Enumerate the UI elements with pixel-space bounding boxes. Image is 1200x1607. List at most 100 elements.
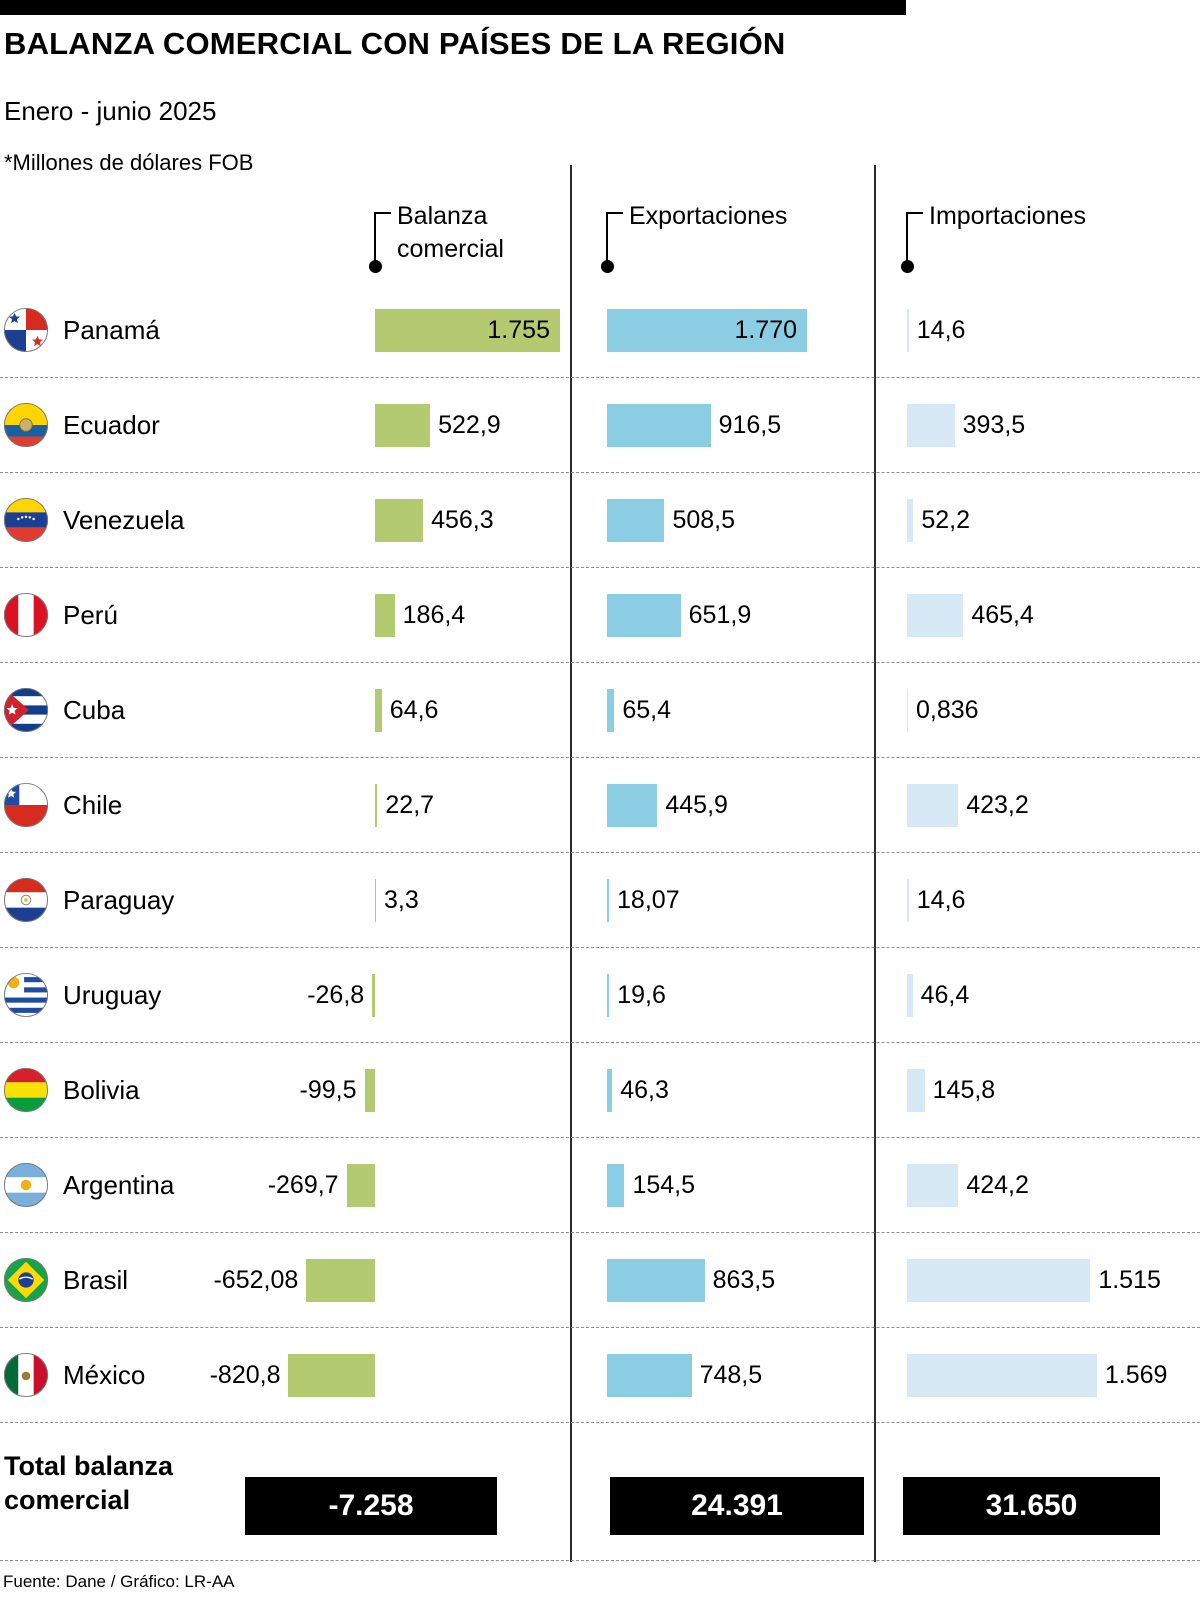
bar-exportaciones	[607, 974, 610, 1017]
value-label-exportaciones: 445,9	[665, 790, 728, 819]
country-row-venezuela: Venezuela 456,3 508,5 52,2	[0, 473, 1200, 568]
bar-exportaciones	[607, 499, 665, 542]
header-leader-line	[374, 212, 376, 262]
country-label: México	[63, 1359, 146, 1390]
totals-label: Total balanza comercial	[4, 1451, 174, 1515]
value-label-balanza-comercial: 22,7	[385, 790, 435, 819]
bar-exportaciones	[607, 404, 711, 447]
flag-mexico	[3, 1352, 49, 1398]
value-label-importaciones: 423,2	[966, 790, 1029, 819]
country-row-cuba: Cuba 64,6 65,4 0,836	[0, 663, 1200, 758]
column-header-label: Exportaciones	[629, 202, 788, 230]
country-label: Uruguay	[63, 979, 162, 1010]
value-label-exportaciones: 1.770	[734, 316, 797, 344]
bar-balanza-comercial	[364, 1069, 375, 1112]
country-label: Perú	[63, 599, 118, 630]
value-label-importaciones: 0,836	[916, 695, 979, 724]
period-subtitle: Enero - junio 2025	[4, 96, 217, 126]
unit-note: *Millones de dólares FOB	[4, 150, 254, 175]
country-label: Cuba	[63, 694, 126, 725]
country-row-brasil: Brasil -652,08 863,5 1.515	[0, 1233, 1200, 1328]
bar-importaciones	[907, 784, 959, 827]
value-label-importaciones: 393,5	[962, 410, 1026, 439]
value-label-importaciones: 465,4	[971, 600, 1034, 629]
bar-importaciones	[907, 1069, 925, 1112]
chart-rows: Panamá 1.755 1.770 14,6 Ecuador 522,9 916,5 393…	[0, 283, 1200, 1423]
bar-importaciones	[907, 1259, 1091, 1302]
bar-importaciones	[907, 309, 909, 352]
value-label-exportaciones: 18,07	[617, 885, 680, 914]
country-row-panama: Panamá 1.755 1.770 14,6	[0, 283, 1200, 378]
value-label-importaciones: 1.569	[1104, 1360, 1168, 1389]
bar-importaciones	[907, 594, 964, 637]
bar-importaciones	[907, 1164, 959, 1207]
flag-bolivia	[3, 1067, 49, 1113]
value-label-balanza-comercial: -820,8	[209, 1360, 281, 1389]
country-row-ecuador: Ecuador 522,9 916,5 393,5	[0, 378, 1200, 473]
flag-bolivia-icon	[3, 1067, 49, 1113]
value-label-exportaciones: 863,5	[712, 1265, 776, 1294]
country-label: Brasil	[63, 1264, 129, 1295]
value-label-exportaciones: 651,9	[688, 600, 752, 629]
flag-uruguay-icon	[3, 972, 49, 1018]
header-dot-icon	[901, 260, 914, 273]
bar-importaciones	[907, 689, 908, 732]
bar-balanza-comercial	[306, 1259, 375, 1302]
flag-uruguay	[3, 972, 49, 1018]
header-leader-line	[906, 212, 908, 262]
value-label-importaciones: 14,6	[916, 885, 966, 914]
flag-cuba	[3, 687, 49, 733]
value-label-balanza-comercial: -99,5	[299, 1075, 357, 1104]
bar-importaciones	[907, 1354, 1097, 1397]
column-header-label: Importaciones	[929, 202, 1087, 230]
value-label-exportaciones: 65,4	[622, 695, 672, 724]
bottom-divider	[0, 1560, 1200, 1561]
bar-balanza-comercial	[375, 689, 382, 732]
country-label: Panamá	[63, 314, 160, 345]
country-row-argentina: Argentina -269,7 154,5 424,2	[0, 1138, 1200, 1233]
total-exportaciones-box: 24.391	[610, 1477, 864, 1535]
bar-balanza-comercial	[375, 499, 424, 542]
value-label-balanza-comercial: -652,08	[213, 1265, 299, 1294]
bar-balanza-comercial	[288, 1354, 375, 1397]
bar-exportaciones	[607, 689, 615, 732]
flag-chile	[3, 782, 49, 828]
flag-brasil	[3, 1257, 49, 1303]
column-header-label: Balanza comercial	[397, 202, 504, 263]
flag-paraguay	[3, 877, 49, 923]
value-label-exportaciones: 46,3	[620, 1075, 669, 1104]
country-row-paraguay: Paraguay 3,3 18,07 14,6	[0, 853, 1200, 948]
bar-exportaciones	[607, 784, 658, 827]
bar-balanza-comercial	[375, 784, 378, 827]
value-label-exportaciones: 916,5	[718, 410, 782, 439]
flag-peru	[3, 592, 49, 638]
bar-balanza-comercial	[375, 594, 395, 637]
flag-panama-icon	[3, 307, 49, 353]
total-importaciones-box: 31.650	[903, 1477, 1160, 1535]
country-label: Paraguay	[63, 884, 175, 915]
value-label-balanza-comercial: 456,3	[431, 505, 494, 534]
header-leader-line	[606, 212, 608, 262]
value-label-balanza-comercial: -269,7	[267, 1170, 339, 1199]
flag-panama	[3, 307, 49, 353]
bar-importaciones	[907, 879, 909, 922]
flag-venezuela-icon	[3, 497, 49, 543]
flag-argentina-icon	[3, 1162, 49, 1208]
flag-venezuela	[3, 497, 49, 543]
bar-balanza-comercial	[375, 404, 431, 447]
country-label: Bolivia	[63, 1074, 140, 1105]
bar-importaciones	[907, 499, 914, 542]
bar-balanza-comercial	[346, 1164, 375, 1207]
flag-argentina	[3, 1162, 49, 1208]
bar-exportaciones	[607, 1164, 625, 1207]
value-label-importaciones: 145,8	[932, 1075, 996, 1104]
value-label-importaciones: 1.515	[1098, 1265, 1161, 1294]
value-label-balanza-comercial: 522,9	[438, 410, 501, 439]
value-label-exportaciones: 154,5	[632, 1170, 696, 1199]
value-label-importaciones: 424,2	[966, 1170, 1029, 1199]
flag-cuba-icon	[3, 687, 49, 733]
totals-section: Total balanza comercial -7.258 24.391 31…	[0, 1432, 1200, 1558]
value-label-importaciones: 14,6	[916, 315, 966, 344]
value-label-exportaciones: 508,5	[672, 505, 736, 534]
